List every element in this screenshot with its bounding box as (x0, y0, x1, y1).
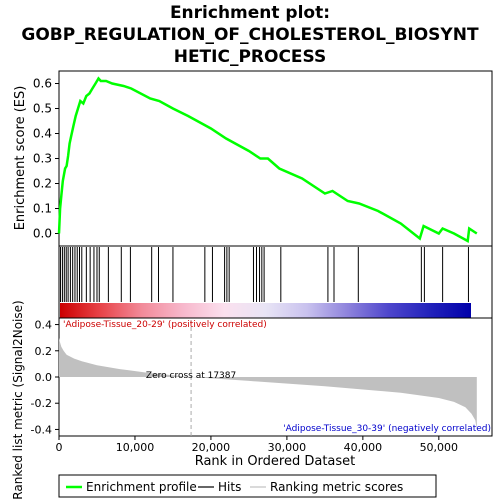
ranking-metric-area (59, 337, 477, 430)
hits-panel (58, 245, 493, 319)
legend: Enrichment profile Hits Ranking metric s… (58, 474, 437, 498)
positive-correlation-label: 'Adipose-Tissue_20-29' (positively corre… (63, 320, 267, 330)
chart-title-line-2: GOBP_REGULATION_OF_CHOLESTEROL_BIOSYNT (21, 25, 479, 45)
es-y-tick-label: 0.5 (33, 102, 52, 116)
es-y-axis-label: Enrichment score (ES) (13, 86, 28, 231)
x-tick-label: 10,000 (116, 441, 155, 454)
es-y-tick-label: 0.2 (33, 177, 52, 191)
legend-frame (58, 474, 437, 498)
es-y-tick-label: 0.6 (33, 77, 52, 91)
x-tick-label: 0 (56, 441, 63, 454)
ranking-colorbar (60, 303, 471, 318)
chart-title-line-1: Enrichment plot: (170, 3, 330, 23)
es-y-tick-label: 0.1 (33, 202, 52, 216)
negative-correlation-label: 'Adipose-Tissue_30-39' (negatively corre… (283, 424, 491, 434)
zero-cross-label: Zero cross at 17387 (146, 371, 236, 381)
x-tick-label: 40,000 (344, 441, 383, 454)
metric-y-tick-label: 0.2 (35, 345, 53, 358)
chart-title-line-3: HETIC_PROCESS (174, 47, 327, 67)
enrichment-profile-line (57, 76, 478, 243)
x-axis-label: Rank in Ordered Dataset (195, 454, 356, 469)
es-plot-frame (58, 70, 493, 247)
hit-lines (60, 247, 469, 302)
metric-y-axis-label: Ranked list metric (Signal2Noise) (11, 300, 25, 499)
x-axis-ticks: 0 10,000 20,000 30,000 40,000 50,000 (56, 436, 459, 454)
legend-hits-label: Hits (218, 480, 241, 494)
es-panel: 0.0 0.1 0.2 0.3 0.4 0.5 0.6 Enrichment score (… (13, 70, 493, 247)
legend-ranking-metric-label: Ranking metric scores (270, 480, 403, 494)
es-y-ticks: 0.0 0.1 0.2 0.3 0.4 0.5 0.6 (33, 77, 59, 241)
metric-y-tick-label: -0.2 (31, 397, 52, 410)
x-tick-label: 30,000 (268, 441, 307, 454)
metric-panel: Zero cross at 17387 'Adipose-Tissue_20-2… (11, 300, 493, 500)
es-y-tick-label: 0.0 (33, 227, 52, 241)
legend-enrichment-profile-label: Enrichment profile (86, 480, 197, 494)
x-tick-label: 20,000 (192, 441, 231, 454)
es-y-tick-label: 0.3 (33, 152, 52, 166)
metric-y-ticks: -0.4 -0.2 0.0 0.2 0.4 (31, 319, 59, 436)
es-y-tick-label: 0.4 (33, 127, 52, 141)
metric-y-tick-label: 0.0 (35, 371, 53, 384)
x-tick-label: 50,000 (420, 441, 459, 454)
metric-y-tick-label: -0.4 (31, 423, 52, 436)
metric-y-tick-label: 0.4 (35, 319, 53, 332)
